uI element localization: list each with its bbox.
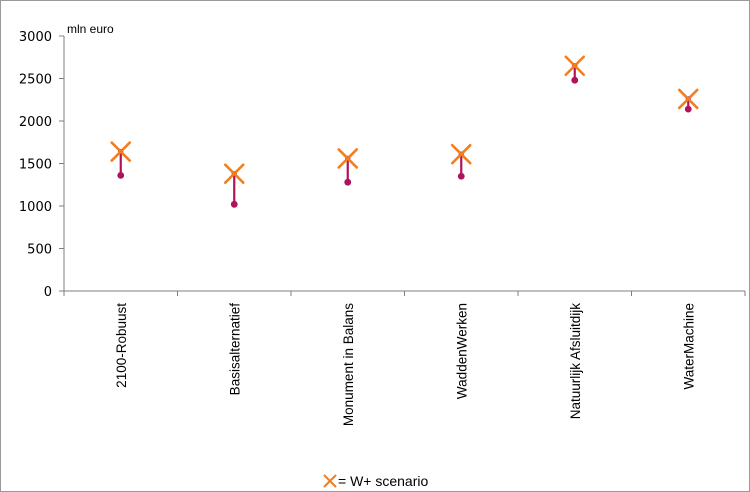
w-plus-x-marker [337, 148, 359, 169]
x-category-label: WaddenWerken [454, 303, 469, 399]
x-category-label: Basisalternatief [227, 303, 242, 396]
y-tick-label: 1000 [19, 200, 52, 215]
legend-x-symbol [323, 474, 337, 488]
legend-x-stroke [323, 474, 337, 488]
w-plus-x-marker [110, 141, 132, 162]
x-marker-stroke [450, 143, 472, 165]
y-tick-label: 2500 [19, 73, 52, 88]
dot-marker [230, 200, 238, 208]
x-marker-stroke [337, 148, 359, 169]
legend: = W+ scenario [323, 473, 428, 489]
legend-label: = W+ scenario [338, 473, 428, 489]
y-tick-label: 1500 [19, 158, 52, 173]
x-category-label: 2100-Robuust [114, 303, 129, 388]
w-plus-x-marker [223, 163, 245, 184]
y-axis-unit-label: mln euro [67, 22, 114, 36]
dot-marker [571, 76, 579, 84]
x-category-label: Monument in Balans [341, 303, 356, 426]
dot-marker [684, 105, 692, 113]
w-plus-x-marker [564, 55, 586, 77]
y-tick-label: 0 [44, 285, 52, 300]
w-plus-x-marker [677, 88, 699, 110]
dot-marker [344, 178, 352, 186]
x-category-label: Natuurlijk Afsluitdijk [568, 303, 583, 420]
x-marker-stroke [564, 55, 586, 77]
dot-marker [117, 172, 125, 179]
w-plus-x-marker [450, 143, 472, 165]
chart-marks [110, 55, 699, 208]
axes: 0 500 1000 1500 2000 2500 3000 2100-Robuust Basi… [19, 30, 746, 426]
y-tick-label: 500 [27, 243, 52, 258]
x-marker-stroke [223, 163, 245, 184]
dot-marker [457, 172, 465, 180]
y-tick-label: 2000 [19, 115, 52, 130]
x-marker-stroke [677, 88, 699, 110]
x-marker-stroke [110, 141, 132, 162]
y-tick-label: 3000 [19, 30, 52, 45]
x-category-label: WaterMachine [681, 303, 696, 390]
